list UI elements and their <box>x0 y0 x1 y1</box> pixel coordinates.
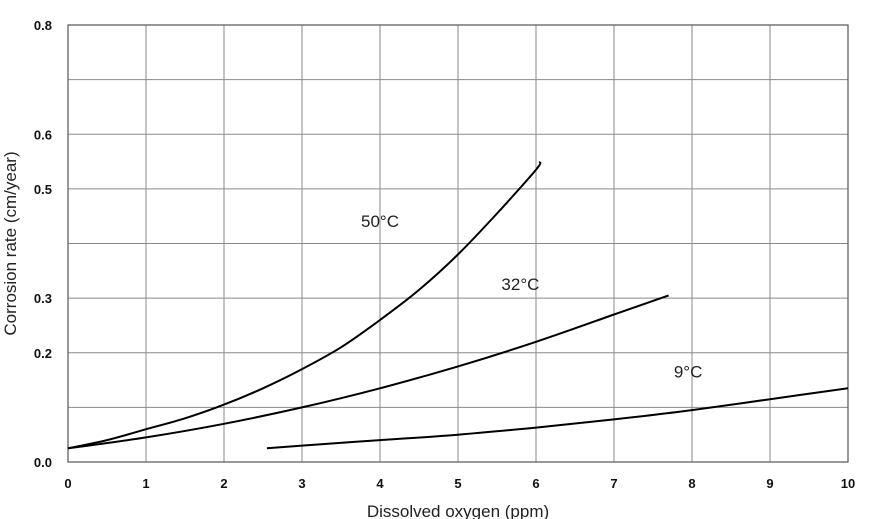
x-tick-label: 5 <box>454 476 461 491</box>
series-lines <box>67 160 849 450</box>
series-label-2: 9°C <box>674 362 703 381</box>
series-line-1 <box>67 294 669 450</box>
y-tick-label: 0.5 <box>34 182 52 197</box>
y-tick-label: 0.8 <box>34 18 52 33</box>
y-tick-label: 0.6 <box>34 127 52 142</box>
series-label-1: 32°C <box>501 275 539 294</box>
x-tick-label: 4 <box>376 476 384 491</box>
x-tick-label: 8 <box>688 476 695 491</box>
y-tick-label: 0.2 <box>34 346 52 361</box>
series-labels: 50°C 32°C 9°C <box>361 212 702 381</box>
x-tick-labels: 0 1 2 3 4 5 6 7 8 9 10 <box>64 476 855 491</box>
plot-frame <box>67 24 849 463</box>
x-tick-label: 2 <box>220 476 227 491</box>
x-tick-label: 7 <box>610 476 617 491</box>
series-line-2 <box>266 387 849 450</box>
x-tick-label: 0 <box>64 476 71 491</box>
y-axis-title: Corrosion rate (cm/year) <box>1 151 20 335</box>
series-line-0 <box>67 160 542 450</box>
x-tick-label: 6 <box>532 476 539 491</box>
series-label-0: 50°C <box>361 212 399 231</box>
x-tick-label: 3 <box>298 476 305 491</box>
x-axis-title: Dissolved oxygen (ppm) <box>367 502 549 519</box>
y-tick-labels: 0.0 0.2 0.3 0.5 0.6 0.8 <box>34 18 52 470</box>
y-tick-label: 0.3 <box>34 291 52 306</box>
grid <box>67 24 849 463</box>
y-tick-label: 0.0 <box>34 455 52 470</box>
x-tick-label: 9 <box>766 476 773 491</box>
x-tick-label: 10 <box>841 476 855 491</box>
x-tick-label: 1 <box>142 476 149 491</box>
